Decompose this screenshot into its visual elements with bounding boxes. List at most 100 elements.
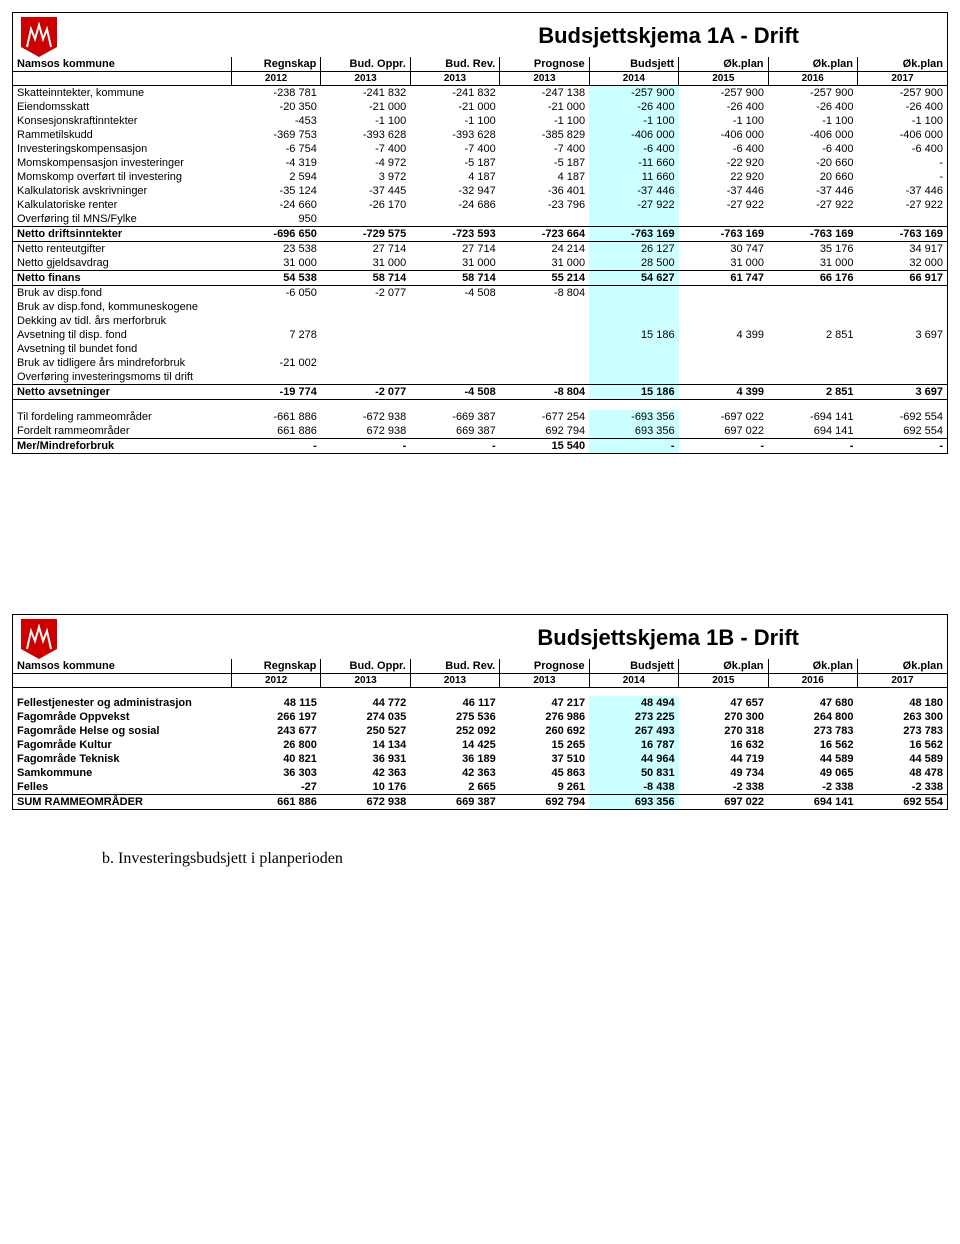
cell-value bbox=[410, 314, 499, 328]
cell-value bbox=[500, 342, 589, 356]
row-label: Momskompensasjon investeringer bbox=[13, 156, 231, 170]
cell-value: 31 000 bbox=[410, 256, 499, 271]
cell-value: 32 000 bbox=[857, 256, 947, 271]
cell-value: 48 478 bbox=[857, 766, 947, 780]
cell-value: 276 986 bbox=[500, 710, 589, 724]
section-heading: b. Investeringsbudsjett i planperioden bbox=[102, 850, 948, 868]
cell-value: 4 187 bbox=[410, 170, 499, 184]
cell-value bbox=[857, 342, 947, 356]
cell-value: 46 117 bbox=[410, 696, 499, 710]
sum-row: Mer/Mindreforbruk - - - 15 540 - - - - bbox=[13, 439, 947, 454]
row-label: Overføring investeringsmoms til drift bbox=[13, 370, 231, 385]
row-label: Samkommune bbox=[13, 766, 231, 780]
cell-value: 47 657 bbox=[679, 696, 768, 710]
cell-value: 44 964 bbox=[589, 752, 678, 766]
cell-value: -241 832 bbox=[410, 86, 499, 101]
cell-value: -37 446 bbox=[679, 184, 768, 198]
cell-value: -7 400 bbox=[500, 142, 589, 156]
table-row: Bruk av tidligere års mindreforbruk-21 0… bbox=[13, 356, 947, 370]
cell-value: 266 197 bbox=[231, 710, 320, 724]
table-row: Netto renteutgifter23 53827 71427 71424 … bbox=[13, 242, 947, 257]
cell-value: 16 562 bbox=[768, 738, 857, 752]
cell-value: -406 000 bbox=[589, 128, 678, 142]
cell-value: -241 832 bbox=[321, 86, 410, 101]
cell-value bbox=[321, 356, 410, 370]
cell-value bbox=[500, 328, 589, 342]
row-label: Fagområde Teknisk bbox=[13, 752, 231, 766]
cell-value: -6 400 bbox=[768, 142, 857, 156]
cell-value bbox=[500, 370, 589, 385]
cell-value bbox=[410, 300, 499, 314]
cell-value bbox=[589, 286, 678, 301]
row-label: Kalkulatoriske renter bbox=[13, 198, 231, 212]
row-label: Fellestjenester og administrasjon bbox=[13, 696, 231, 710]
cell-value: 275 536 bbox=[410, 710, 499, 724]
table-row: Bruk av disp.fond-6 050-2 077-4 508-8 80… bbox=[13, 286, 947, 301]
cell-value bbox=[679, 314, 768, 328]
cell-value bbox=[321, 300, 410, 314]
header-row: Namsos kommune Regnskap Bud. Oppr. Bud. … bbox=[13, 659, 947, 674]
cell-value: -4 972 bbox=[321, 156, 410, 170]
cell-value bbox=[589, 212, 678, 227]
cell-value: 44 589 bbox=[857, 752, 947, 766]
cell-value: 2 851 bbox=[768, 328, 857, 342]
table-row: Til fordeling rammeområder-661 886-672 9… bbox=[13, 410, 947, 424]
cell-value: 273 783 bbox=[857, 724, 947, 738]
cell-value: -27 922 bbox=[857, 198, 947, 212]
cell-value: 48 180 bbox=[857, 696, 947, 710]
row-label: Investeringskompensasjon bbox=[13, 142, 231, 156]
budget-table-1a: Namsos kommune Regnskap Bud. Oppr. Bud. … bbox=[13, 57, 947, 453]
cell-value bbox=[768, 286, 857, 301]
cell-value bbox=[679, 212, 768, 227]
cell-value bbox=[679, 370, 768, 385]
cell-value: -24 660 bbox=[231, 198, 320, 212]
cell-value: 264 800 bbox=[768, 710, 857, 724]
cell-value: 15 265 bbox=[500, 738, 589, 752]
cell-value: 27 714 bbox=[321, 242, 410, 257]
row-label: Momskomp overført til investering bbox=[13, 170, 231, 184]
cell-value: 31 000 bbox=[679, 256, 768, 271]
cell-value: 31 000 bbox=[231, 256, 320, 271]
cell-value: - bbox=[857, 170, 947, 184]
cell-value: 23 538 bbox=[231, 242, 320, 257]
cell-value bbox=[410, 356, 499, 370]
municipality-logo-icon bbox=[21, 619, 57, 659]
cell-value: -27 922 bbox=[679, 198, 768, 212]
cell-value: -6 754 bbox=[231, 142, 320, 156]
cell-value: -1 100 bbox=[768, 114, 857, 128]
cell-value: 50 831 bbox=[589, 766, 678, 780]
panel-title: Budsjettskjema 1B - Drift bbox=[65, 619, 939, 651]
budget-panel-1b: Budsjettskjema 1B - Drift Namsos kommune… bbox=[12, 614, 948, 810]
cell-value bbox=[768, 370, 857, 385]
table-row: Momskompensasjon investeringer-4 319-4 9… bbox=[13, 156, 947, 170]
cell-value: -20 350 bbox=[231, 100, 320, 114]
cell-value: -694 141 bbox=[768, 410, 857, 424]
cell-value bbox=[589, 370, 678, 385]
cell-value bbox=[500, 300, 589, 314]
cell-value: -20 660 bbox=[768, 156, 857, 170]
cell-value: 273 783 bbox=[768, 724, 857, 738]
cell-value: 243 677 bbox=[231, 724, 320, 738]
cell-value bbox=[321, 370, 410, 385]
cell-value: 36 303 bbox=[231, 766, 320, 780]
cell-value bbox=[857, 356, 947, 370]
cell-value: -393 628 bbox=[410, 128, 499, 142]
cell-value: -21 000 bbox=[500, 100, 589, 114]
cell-value: 950 bbox=[231, 212, 320, 227]
cell-value: -2 338 bbox=[679, 780, 768, 795]
cell-value: -4 319 bbox=[231, 156, 320, 170]
table-row: Eiendomsskatt-20 350-21 000-21 000-21 00… bbox=[13, 100, 947, 114]
cell-value bbox=[321, 328, 410, 342]
cell-value: 28 500 bbox=[589, 256, 678, 271]
cell-value: -385 829 bbox=[500, 128, 589, 142]
cell-value: -257 900 bbox=[768, 86, 857, 101]
cell-value: 44 772 bbox=[321, 696, 410, 710]
table-row: Overføring til MNS/Fylke950 bbox=[13, 212, 947, 227]
cell-value: -661 886 bbox=[231, 410, 320, 424]
cell-value: 2 665 bbox=[410, 780, 499, 795]
spacer-row bbox=[13, 400, 947, 411]
cell-value: 42 363 bbox=[321, 766, 410, 780]
cell-value: -1 100 bbox=[410, 114, 499, 128]
cell-value: 7 278 bbox=[231, 328, 320, 342]
cell-value: 44 589 bbox=[768, 752, 857, 766]
